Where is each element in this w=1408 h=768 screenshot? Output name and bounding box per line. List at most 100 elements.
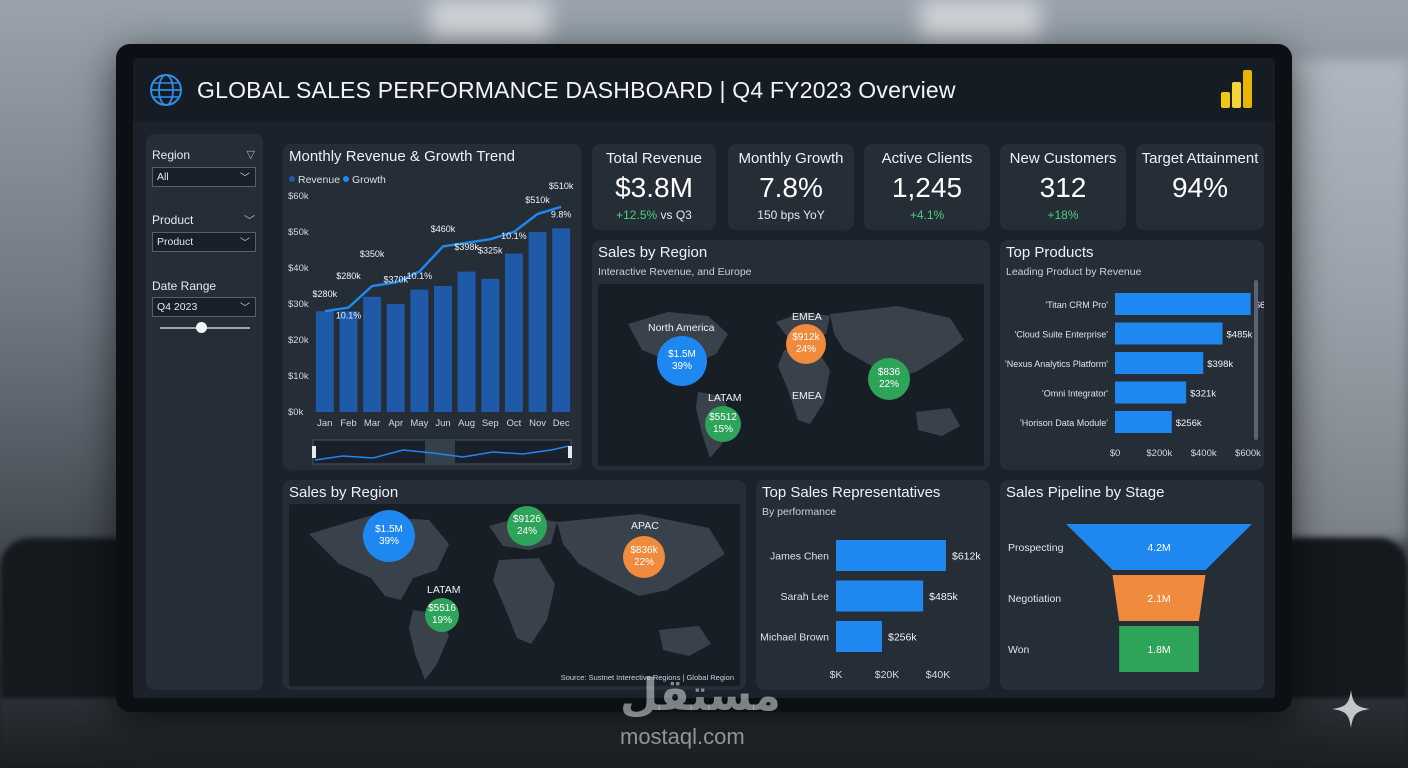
range-slider[interactable] <box>312 439 572 465</box>
x-tick-label: Apr <box>388 418 403 429</box>
region-bubble-emea[interactable]: $912б 24% <box>507 506 547 546</box>
world-map[interactable]: North America EMEA EMEA LATAM $1.5M 39% … <box>598 284 984 466</box>
map-label-emea: EMEA <box>792 311 822 323</box>
kpi-value: 312 <box>1039 172 1087 203</box>
date-range-dropdown[interactable]: Q4 2023 ﹀ <box>152 297 256 317</box>
region-bubble-emea[interactable]: $912k 24% <box>786 324 826 364</box>
top-products-chart[interactable]: 'Titan CRM Pro' $612k 'Cloud Suite Enterpr… <box>1000 240 1264 470</box>
x-tick-label: Jan <box>317 418 332 429</box>
bubble-share: 22% <box>633 557 654 568</box>
product-bar[interactable] <box>1115 381 1187 404</box>
revenue-bar[interactable] <box>386 304 405 412</box>
power-bi-icon[interactable] <box>1221 70 1253 108</box>
map-label-latam: LATAM <box>708 392 742 404</box>
panel-subtitle: Interactive Revenue, and Europe <box>598 266 752 278</box>
kpi-card-total-revenue[interactable]: Total Revenue $3.8M +12.5% vs Q3 <box>592 144 716 230</box>
revenue-bar[interactable] <box>410 289 429 412</box>
chevron-down-icon: ﹀ <box>240 173 250 184</box>
legend-label-growth: Growth <box>352 174 386 186</box>
revenue-bar[interactable] <box>504 253 523 412</box>
x-tick-label: Feb <box>340 418 356 429</box>
revenue-bar[interactable] <box>552 228 571 412</box>
top-sales-reps-chart[interactable]: James Chen $612k Sarah Lee $485k Michael Bro… <box>756 480 990 690</box>
kpi-card-new-customers[interactable]: New Customers 312 +18% <box>1000 144 1126 230</box>
region-bubble-north-america[interactable]: $1.5M 39% <box>657 336 707 386</box>
product-value-label: $612k <box>1255 300 1264 311</box>
growth-line[interactable] <box>324 205 562 313</box>
bubble-share: 24% <box>516 526 537 537</box>
product-value-label: $256k <box>1176 418 1202 429</box>
region-bubble-latam[interactable]: $5516 19% <box>425 598 459 632</box>
revenue-bar[interactable] <box>363 296 382 412</box>
region-dropdown[interactable]: All ﹀ <box>152 167 256 187</box>
kpi-card-monthly-growth[interactable]: Monthly Growth 7.8% 150 bps YoY <box>728 144 854 230</box>
ceiling-light <box>920 0 1040 40</box>
funnel-stage[interactable] <box>1066 524 1252 570</box>
revenue-bar[interactable] <box>457 271 476 412</box>
product-label: 'Cloud Suite Enterprise' <box>1015 330 1109 340</box>
kpi-delta: +18% <box>1000 208 1126 222</box>
region-bubble-north-america[interactable]: $1.5M 39% <box>363 510 415 562</box>
watermark-url: mostaql.com <box>620 724 745 749</box>
product-bar[interactable] <box>1115 352 1204 374</box>
region-bubble-apac[interactable]: $836k 22% <box>623 536 665 578</box>
product-dropdown[interactable]: Product ﹀ <box>152 232 256 252</box>
kpi-value: 94% <box>1171 172 1229 203</box>
y-tick-label: $0k <box>288 407 304 418</box>
revenue-bar[interactable] <box>339 311 358 412</box>
monthly-revenue-chart[interactable]: Revenue Growth $0k $10k $20k $30k $40k $50k $60k… <box>283 144 581 470</box>
rep-bar[interactable] <box>836 621 883 652</box>
funnel-value-label: 2.1M <box>1147 593 1170 605</box>
kpi-card-active-clients[interactable]: Active Clients 1,245 +4.1% <box>864 144 990 230</box>
bubble-share: 39% <box>378 536 399 547</box>
range-handle-left[interactable] <box>312 446 316 458</box>
kpi-label: Target Attainment <box>1141 150 1259 167</box>
kpi-label: Active Clients <box>881 150 973 167</box>
revenue-bar[interactable] <box>434 286 452 412</box>
scrollbar[interactable] <box>1254 280 1258 440</box>
sales-pipeline-panel: Sales Pipeline by Stage 4.2M Prospecting 2… <box>1000 480 1264 690</box>
product-value-label: $398k <box>1207 359 1233 370</box>
revenue-bar[interactable] <box>481 278 500 412</box>
data-label: $350k <box>360 249 385 259</box>
rep-name-label: James Chen <box>770 551 829 563</box>
revenue-bar[interactable] <box>528 232 547 412</box>
world-map[interactable]: APAC LATAM $1.5M 39% $912б 24% $836k 22%… <box>289 504 740 686</box>
region-bubble-apac[interactable]: $836 22% <box>868 358 910 400</box>
range-handle-right[interactable] <box>568 446 572 458</box>
data-label: $510k <box>525 195 550 205</box>
bubble-share: 39% <box>671 361 692 372</box>
product-bar[interactable] <box>1115 411 1172 433</box>
funnel-stage[interactable] <box>1119 626 1199 672</box>
date-slider-thumb[interactable] <box>195 322 207 333</box>
product-bar[interactable] <box>1115 293 1251 315</box>
product-bar[interactable] <box>1115 322 1223 345</box>
rep-bar[interactable] <box>836 580 924 612</box>
bubble-value: $1.5M <box>668 349 696 360</box>
data-label: $398k <box>454 242 479 252</box>
map-label-latam: LATAM <box>427 584 461 596</box>
legend-swatch-growth <box>343 176 349 182</box>
title-bar: GLOBAL SALES PERFORMANCE DASHBOARD | Q4 … <box>133 58 1275 122</box>
region-dropdown-value: All <box>157 171 169 183</box>
x-tick-label: Sep <box>482 418 499 429</box>
y-tick-label: $20k <box>288 335 309 346</box>
product-label: 'Titan CRM Pro' <box>1045 300 1108 310</box>
kpi-card-target-attainment[interactable]: Target Attainment 94% <box>1136 144 1264 230</box>
bubble-share: 19% <box>431 615 452 626</box>
x-tick-label: $400k <box>1191 448 1217 459</box>
date-range-value: Q4 2023 <box>157 301 198 313</box>
legend-swatch-revenue <box>289 176 295 182</box>
funnel-stage-label: Negotiation <box>1008 593 1061 605</box>
chevron-down-icon[interactable]: ﹀ <box>244 215 255 227</box>
filter-funnel-icon[interactable]: ▽ <box>246 149 255 161</box>
region-bubble-latam[interactable]: $5512 15% <box>705 406 741 442</box>
funnel-stage[interactable] <box>1112 575 1206 621</box>
revenue-bar[interactable] <box>315 311 334 412</box>
kpi-label: Total Revenue <box>606 150 702 167</box>
page-title: GLOBAL SALES PERFORMANCE DASHBOARD | Q4 … <box>197 76 956 103</box>
data-label: $325k <box>478 246 503 256</box>
rep-bar[interactable] <box>836 540 946 571</box>
sales-pipeline-funnel[interactable]: 4.2M Prospecting 2.1M Negotiation 1.8M Won <box>1000 480 1264 690</box>
data-label: 10.1% <box>336 310 362 320</box>
